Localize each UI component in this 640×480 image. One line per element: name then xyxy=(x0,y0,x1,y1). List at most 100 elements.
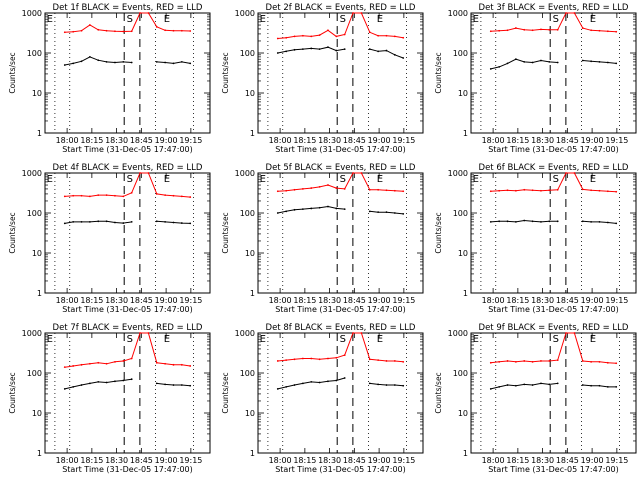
marker-label: E xyxy=(47,334,53,345)
data-point xyxy=(573,172,576,174)
data-point xyxy=(506,220,509,223)
plot-frame xyxy=(44,332,211,454)
x-tick-label: 18:30 xyxy=(318,296,341,305)
y-tick-label: 10 xyxy=(245,409,255,418)
data-point xyxy=(368,210,371,213)
chart-panel: Det 6f BLACK = Events, RED = LLD 1 10 100 10… xyxy=(434,163,637,314)
y-tick-label: 100 xyxy=(27,209,42,218)
chart-panel: Det 2f BLACK = Events, RED = LLD 1 10 100 10… xyxy=(221,3,424,154)
data-point xyxy=(335,207,338,210)
x-tick-label: 19:15 xyxy=(392,296,415,305)
series-line xyxy=(64,332,191,368)
series-line xyxy=(277,205,404,215)
data-point xyxy=(385,49,388,52)
data-point xyxy=(301,208,304,211)
x-tick-label: 18:30 xyxy=(531,136,554,145)
data-point xyxy=(565,332,567,334)
x-axis-label: Start Time (31-Dec-05 17:47:00) xyxy=(488,305,619,314)
data-point xyxy=(301,34,304,37)
data-point xyxy=(581,220,584,223)
data-point xyxy=(498,385,501,388)
x-tick-label: 18:15 xyxy=(80,296,103,305)
plot-frame xyxy=(257,172,424,294)
x-axis-label: Start Time (31-Dec-05 17:47:00) xyxy=(488,145,619,154)
data-point xyxy=(540,382,542,385)
data-point xyxy=(523,383,526,386)
data-point xyxy=(327,205,329,208)
series-line xyxy=(64,56,191,66)
x-tick-label: 18:30 xyxy=(105,456,128,465)
data-point xyxy=(88,382,91,385)
data-point xyxy=(523,219,526,222)
data-point xyxy=(172,194,175,197)
data-point xyxy=(498,220,501,223)
data-point xyxy=(164,362,167,365)
x-tick-label: 18:45 xyxy=(130,296,153,305)
y-tick-label: 10 xyxy=(245,249,255,258)
data-point xyxy=(72,220,75,223)
plot-frame xyxy=(257,332,424,454)
y-tick-label: 100 xyxy=(453,49,468,58)
data-point xyxy=(531,220,534,223)
data-point xyxy=(122,195,125,198)
chart-title: Det 5f BLACK = Events, RED = LLD xyxy=(266,163,416,173)
data-point xyxy=(565,12,567,14)
x-tick-label: 18:45 xyxy=(130,136,153,145)
x-tick-label: 19:15 xyxy=(605,456,628,465)
marker-label: S xyxy=(553,14,559,25)
x-tick-label: 18:00 xyxy=(56,136,79,145)
data-point xyxy=(155,60,158,63)
y-axis-label: Counts/sec xyxy=(434,212,443,253)
data-point xyxy=(606,385,609,388)
marker-label: S xyxy=(553,334,559,345)
marker-label: E xyxy=(47,14,53,25)
y-tick-label: 10 xyxy=(32,249,42,258)
data-point xyxy=(285,50,288,53)
x-tick-label: 18:15 xyxy=(80,136,103,145)
data-point xyxy=(598,189,601,192)
x-tick-label: 18:15 xyxy=(293,136,316,145)
y-tick-label: 100 xyxy=(240,49,255,58)
y-tick-label: 10 xyxy=(458,249,468,258)
data-point xyxy=(352,172,354,174)
x-tick-label: 18:45 xyxy=(556,296,579,305)
data-point xyxy=(352,12,354,14)
marker-label: E xyxy=(473,174,479,185)
plot-frame xyxy=(470,332,637,454)
data-point xyxy=(590,220,593,223)
data-point xyxy=(276,360,279,362)
x-tick-label: 18:15 xyxy=(293,456,316,465)
y-tick-label: 100 xyxy=(240,369,255,378)
data-point xyxy=(97,59,100,62)
data-point xyxy=(80,194,83,197)
data-point xyxy=(514,220,517,223)
data-point xyxy=(565,172,567,174)
data-point xyxy=(139,12,141,14)
x-tick-label: 18:00 xyxy=(269,296,292,305)
data-point xyxy=(615,222,618,225)
data-point xyxy=(122,360,125,362)
data-point xyxy=(189,30,192,32)
series-line xyxy=(277,172,404,192)
data-point xyxy=(172,29,175,32)
x-tick-label: 18:00 xyxy=(482,296,505,305)
data-point xyxy=(377,50,380,53)
data-point xyxy=(402,57,405,59)
x-axis-label: Start Time (31-Dec-05 17:47:00) xyxy=(275,305,406,314)
data-point xyxy=(105,194,108,197)
data-point xyxy=(531,29,534,32)
data-point xyxy=(72,385,75,388)
data-point xyxy=(105,220,108,223)
data-point xyxy=(147,332,150,334)
x-tick-label: 19:00 xyxy=(368,456,391,465)
data-point xyxy=(590,29,593,32)
data-point xyxy=(293,384,296,386)
data-point xyxy=(352,332,354,334)
data-point xyxy=(556,220,559,223)
data-point xyxy=(590,360,593,363)
data-point xyxy=(164,383,167,386)
y-tick-label: 10 xyxy=(32,409,42,418)
data-point xyxy=(385,34,388,37)
marker-label: S xyxy=(553,174,559,185)
data-point xyxy=(548,383,551,386)
